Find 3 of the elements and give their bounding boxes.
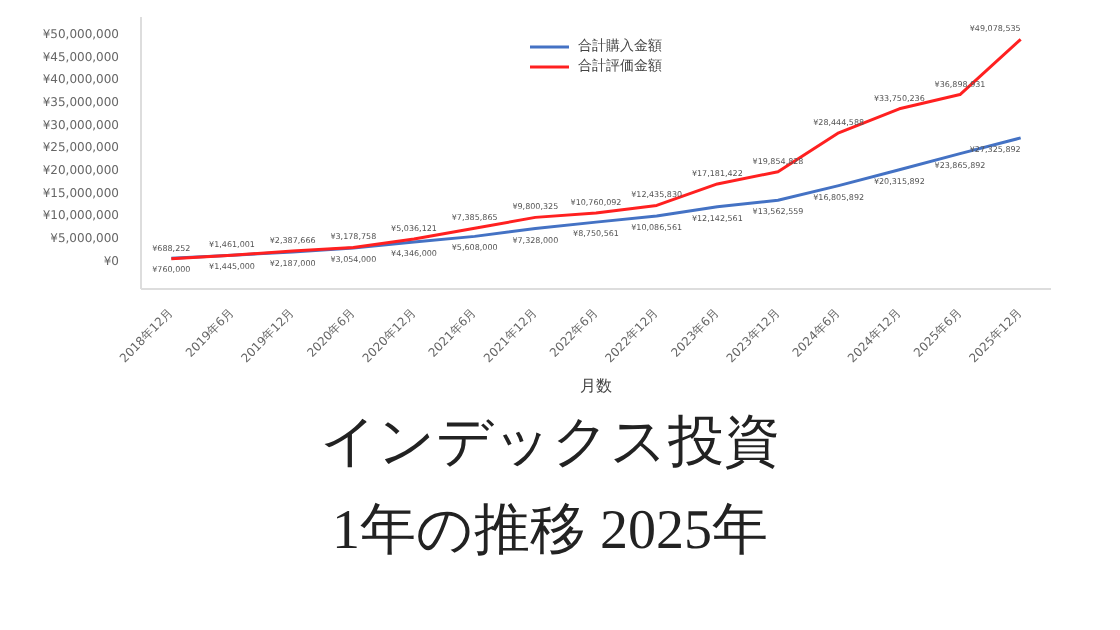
text: インデックス投資 [320, 410, 780, 478]
text: 1年の推移 2025年 [332, 498, 768, 566]
x-axis-title: 月数 [580, 376, 612, 395]
